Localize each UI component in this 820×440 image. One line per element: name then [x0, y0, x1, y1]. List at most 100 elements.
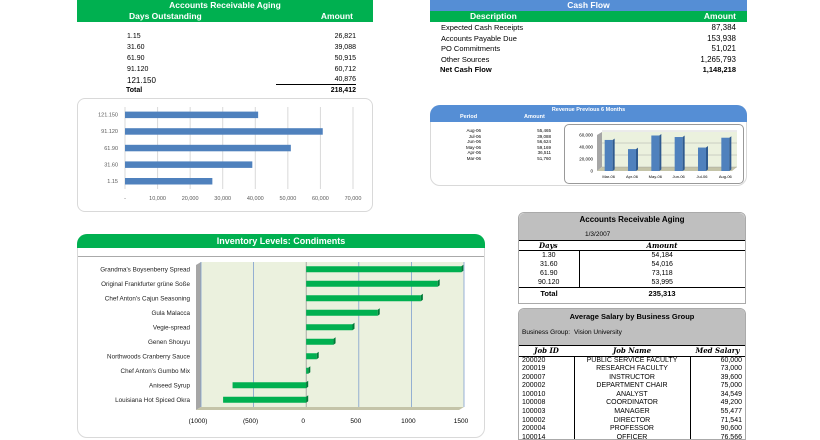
cash-flow-desc: Accounts Payable Due — [441, 33, 517, 43]
ar2-row: 61.90 73,118 — [519, 269, 745, 278]
salary-row: 200007 INSTRUCTOR 39,600 — [519, 373, 745, 383]
y-tick-label: 121.150 — [98, 113, 118, 119]
med-salary: 90,600 — [720, 425, 742, 433]
y-tick-label: Northwoods Cranberry Sauce — [107, 353, 190, 360]
cash-flow-desc: PO Commitments — [441, 44, 501, 54]
revenue-period: Aug-06 — [466, 128, 481, 133]
col-job-name: Job Name — [612, 346, 652, 355]
chart-side-wall — [597, 132, 602, 171]
x-tick-label: (1000) — [189, 418, 208, 425]
bar — [306, 324, 353, 331]
revenue-amount: 55,465 — [537, 128, 551, 133]
ar2-amount: 54,184 — [651, 252, 673, 259]
ar2-days: 31.60 — [519, 260, 580, 269]
bar-side — [377, 308, 380, 316]
job-name: MANAGER — [574, 408, 691, 417]
bar — [306, 353, 317, 360]
bar-side — [333, 337, 336, 345]
ar2-row: 1.30 54,184 — [519, 250, 745, 260]
bar-side — [706, 146, 708, 171]
job-name: ANALYST — [574, 390, 691, 400]
job-name: PROFESSOR — [574, 425, 691, 434]
chart-floor — [196, 407, 464, 410]
bar — [232, 382, 307, 389]
plot-area — [602, 132, 737, 167]
bar — [125, 161, 253, 168]
y-tick-label: 40,000 — [579, 145, 593, 150]
chart-floor — [597, 167, 737, 171]
salary-row: 200004 PROFESSOR 90,600 — [519, 425, 745, 434]
ar-aging-bar-chart: - 10,000 20,000 30,000 40,000 50,000 60,000 70,… — [98, 107, 362, 202]
bar-side — [461, 264, 464, 273]
ar-aging-chart: - 10,000 20,000 30,000 40,000 50,000 60,000 70,… — [77, 98, 373, 212]
ar-amount: 60,712 — [334, 66, 356, 73]
revenue-title: Revenue Previous 6 Months — [551, 107, 626, 113]
bar — [628, 149, 636, 171]
bar — [306, 367, 309, 374]
col-period: Period — [460, 114, 478, 120]
ar-amount: 26,821 — [334, 33, 356, 40]
revenue-header: Revenue Previous 6 Months Period Amount — [430, 105, 747, 122]
salary-table: Job ID Job Name Med Salary 200020 PUBLIC … — [519, 345, 745, 440]
net-cash-flow-value: 1,148,218 — [702, 65, 736, 74]
ar2-total-label: Total — [540, 289, 558, 298]
x-tick-label: 20,000 — [182, 196, 199, 202]
bar — [604, 139, 613, 171]
x-tick-label: Apr-06 — [626, 174, 639, 179]
job-id: 100003 — [519, 408, 575, 417]
x-tick-label: 70,000 — [345, 196, 362, 202]
salary-header: Average Salary by Business Group Busines… — [519, 309, 745, 345]
ar2-days: 1.30 — [519, 250, 580, 260]
job-id: 200019 — [519, 365, 575, 374]
med-salary: 49,200 — [720, 399, 742, 407]
bar — [125, 144, 291, 152]
ar2-total-value: 235,313 — [648, 289, 676, 298]
med-salary: 76,566 — [720, 433, 742, 440]
job-name: DIRECTOR — [574, 416, 691, 426]
bar-side — [636, 147, 638, 171]
job-name: OFFICER — [574, 433, 691, 439]
bar-side — [420, 293, 423, 302]
ar2-days: 61.90 — [519, 269, 580, 278]
y-tick-label: 20,000 — [579, 157, 593, 162]
revenue-amount: 51,760 — [537, 156, 551, 161]
bar-side — [659, 133, 662, 171]
bar-side — [682, 135, 685, 171]
salary-row: 100010 ANALYST 34,549 — [519, 390, 745, 400]
salary-row: 100003 MANAGER 55,477 — [519, 408, 745, 417]
ar-days: 61.90 — [127, 55, 145, 62]
bar — [306, 266, 462, 273]
revenue-amount: 56,624 — [537, 139, 551, 145]
med-salary: 55,477 — [720, 408, 742, 416]
job-id: 200002 — [519, 382, 575, 391]
bar-side — [308, 366, 311, 374]
job-name: DEPARTMENT CHAIR — [574, 382, 691, 391]
bar — [674, 137, 683, 171]
y-tick-label: Genen Shouyu — [148, 339, 191, 346]
bar — [125, 128, 323, 135]
revenue-amount: 39,088 — [537, 133, 551, 139]
y-tick-label: Original Frankfurter grüne Soße — [101, 281, 190, 288]
bar — [651, 135, 660, 171]
ar-amount: 39,088 — [334, 44, 356, 51]
cash-flow-amount: 51,021 — [711, 44, 736, 54]
ar2-row: 31.60 54,016 — [519, 260, 745, 269]
job-id: 100010 — [519, 390, 575, 400]
job-id: 200004 — [519, 425, 575, 434]
revenue-bar-chart: 0 20,000 40,000 60,000 Mar-06 Apr-06 May-06 Jun… — [579, 130, 737, 179]
y-tick-label: 60,000 — [579, 133, 593, 138]
ar-aging-2-date: 1/3/2007 — [585, 231, 611, 238]
total-divider — [276, 84, 356, 85]
ar-days: 91.120 — [127, 66, 149, 73]
col-days: Days — [539, 241, 558, 250]
salary-row: 100014 OFFICER 76,566 — [519, 433, 745, 440]
inventory-panel: Inventory Levels: Condiments (1000) (500)… — [77, 234, 485, 438]
business-group-value: Vision University — [574, 329, 622, 336]
job-id: 100008 — [519, 399, 575, 409]
ar2-amount: 73,118 — [651, 270, 673, 277]
x-tick-label: 1500 — [454, 418, 469, 425]
ar2-total-row: Total 235,313 — [519, 287, 745, 300]
y-tick-label: 61.90 — [104, 146, 118, 152]
salary-row: 200019 RESEARCH FACULTY 73,000 — [519, 365, 745, 374]
med-salary: 73,000 — [720, 365, 742, 373]
